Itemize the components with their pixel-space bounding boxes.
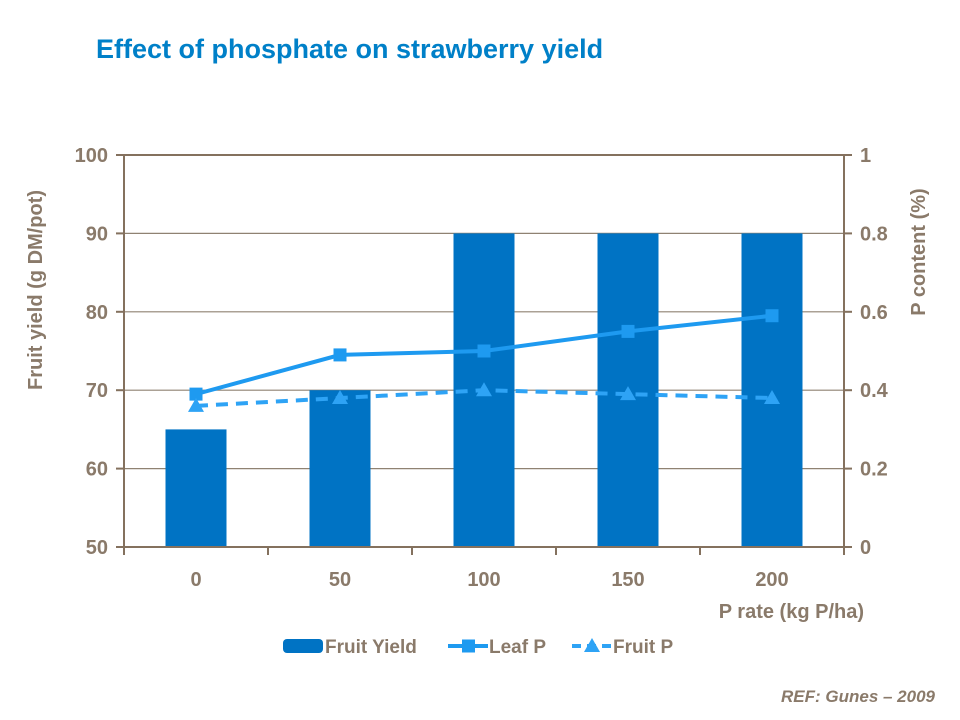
legend-marker-square: [462, 639, 475, 653]
marker-square: [189, 387, 203, 401]
left-axis-title: Fruit yield (g DM/pot): [25, 190, 47, 390]
left-tick-label: 90: [86, 223, 108, 245]
legend-label: Leaf P: [489, 637, 546, 658]
x-axis-title: P rate (kg P/ha): [719, 601, 864, 623]
marker-square: [477, 344, 491, 358]
marker-triangle: [188, 397, 204, 412]
x-tick-label: 50: [329, 569, 351, 591]
marker-triangle: [476, 382, 492, 397]
bar-fruit-yield: [165, 429, 227, 547]
marker-triangle: [332, 390, 348, 405]
x-tick-label: 100: [467, 569, 500, 591]
right-tick-label: 0: [860, 537, 871, 559]
bar-fruit-yield: [309, 390, 371, 547]
marker-triangle: [620, 386, 636, 401]
x-tick-label: 200: [755, 569, 788, 591]
legend-swatch-bar: [283, 639, 323, 653]
marker-square: [333, 348, 347, 362]
page-title: Effect of phosphate on strawberry yield: [96, 34, 604, 64]
right-tick-label: 0.2: [860, 459, 888, 481]
reference-text: REF: Gunes – 2009: [780, 687, 935, 706]
legend-marker-triangle: [584, 638, 600, 652]
left-tick-label: 50: [86, 537, 108, 559]
marker-triangle: [764, 390, 780, 405]
legend-label: Fruit Yield: [325, 637, 417, 658]
marker-square: [765, 309, 779, 323]
x-tick-label: 150: [611, 569, 644, 591]
right-tick-label: 1: [860, 145, 871, 167]
left-tick-label: 70: [86, 380, 108, 402]
right-tick-label: 0.8: [860, 223, 888, 245]
marker-square: [621, 324, 635, 338]
right-tick-label: 0.6: [860, 302, 888, 324]
legend-label: Fruit P: [613, 637, 673, 658]
x-tick-label: 0: [190, 569, 201, 591]
left-tick-label: 60: [86, 459, 108, 481]
right-tick-label: 0.4: [860, 380, 889, 402]
left-tick-label: 100: [75, 145, 108, 167]
right-axis-title: P content (%): [908, 188, 930, 315]
left-tick-label: 80: [86, 302, 108, 324]
plot-border: [123, 154, 845, 548]
